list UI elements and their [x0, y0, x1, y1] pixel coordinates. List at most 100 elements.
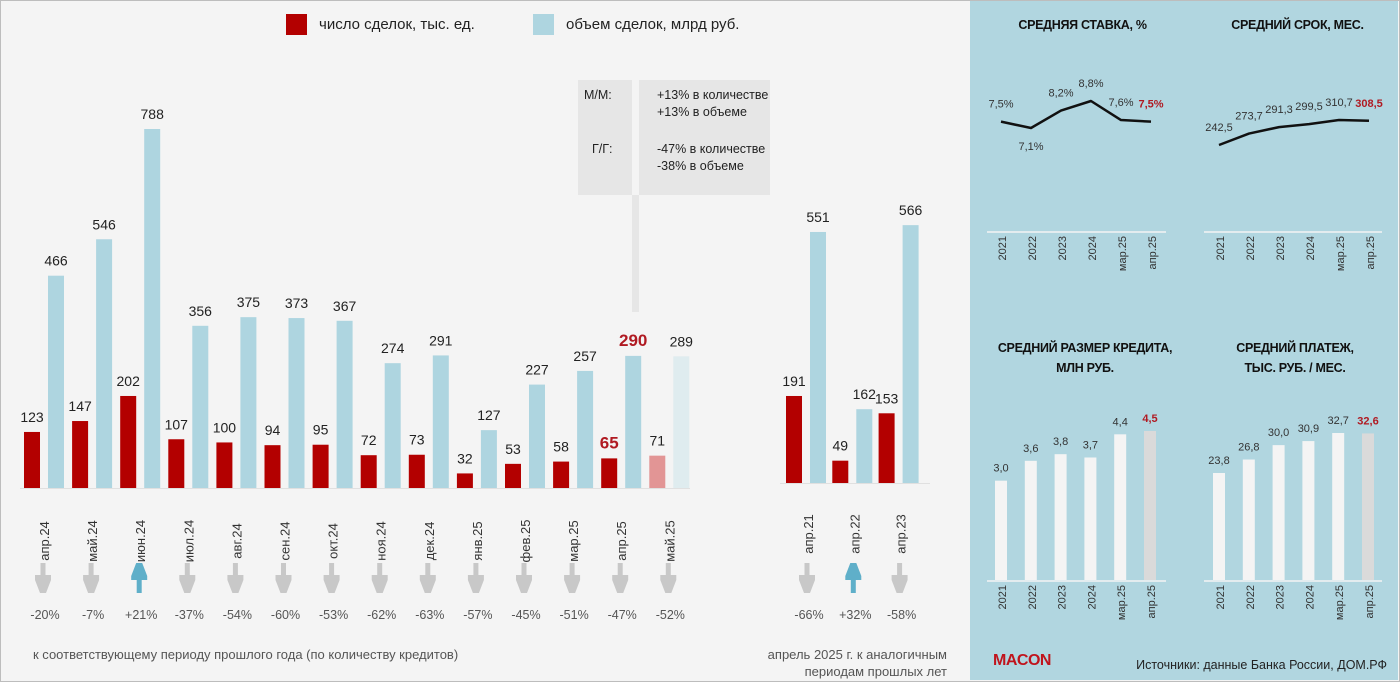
term-tick-label: 2021: [1215, 236, 1227, 260]
payment-value-label: 23,8: [1208, 455, 1229, 467]
count-value-label: 202: [117, 373, 141, 389]
month-tick-label: дек.24: [422, 522, 437, 561]
count-value-label: 53: [505, 441, 521, 457]
payment-value-label: 32,6: [1357, 415, 1378, 427]
callout-yy-line-2: -38% в объеме: [657, 159, 744, 173]
legend-item-volume: объем сделок, млрд руб.: [533, 14, 739, 35]
month-tick-label: июл.24: [181, 520, 196, 562]
yoy-change-label: -7%: [82, 608, 104, 622]
yoy-change-label: -45%: [511, 608, 540, 622]
count-bar: [786, 395, 802, 483]
arrow-down-icon: [891, 563, 908, 593]
count-bar: [120, 395, 137, 488]
volume-value-label: 291: [429, 332, 453, 348]
count-bar: [312, 444, 329, 488]
arrow-down-icon: [323, 563, 340, 593]
term-tick-label: мар.25: [1335, 236, 1347, 271]
term-tick-label: 2023: [1275, 236, 1287, 260]
footnote-april-line-1: апрель 2025 г. к аналогичным: [767, 647, 947, 662]
arrow-down-icon: [227, 563, 244, 593]
footnote-yoy: к соответствующему периоду прошлого года…: [33, 647, 459, 662]
callout-key-box: [578, 80, 632, 195]
volume-value-label: 290: [619, 331, 647, 350]
year-tick-label: апр.22: [847, 514, 862, 554]
count-bar: [649, 455, 666, 488]
count-bar: [456, 473, 473, 488]
payment-value-label: 30,0: [1268, 427, 1289, 439]
month-tick-label: сен.24: [278, 522, 293, 561]
volume-value-label: 546: [92, 216, 116, 232]
count-bar: [216, 442, 233, 488]
change-label: -58%: [887, 608, 916, 622]
count-value-label: 107: [165, 416, 189, 432]
legend-item-count: число сделок, тыс. ед.: [286, 14, 475, 35]
loan-size-value-label: 4,5: [1142, 413, 1157, 425]
volume-bar: [432, 355, 449, 488]
term-point-label: 299,5: [1295, 101, 1323, 113]
rate-tick-label: 2023: [1057, 236, 1069, 260]
month-tick-label: авг.24: [229, 523, 244, 558]
panel-title-loan-size-line-2: МЛН РУБ.: [1056, 361, 1114, 375]
volume-value-label: 127: [477, 407, 501, 423]
arrow-down-icon: [612, 563, 629, 593]
month-tick-label: мар.25: [566, 520, 581, 561]
term-point-label: 242,5: [1205, 122, 1233, 134]
volume-value-label: 466: [44, 253, 68, 269]
volume-value-label: 356: [189, 303, 213, 319]
count-bar: [878, 413, 895, 483]
yoy-change-label: -62%: [367, 608, 396, 622]
yoy-change-label: -51%: [560, 608, 589, 622]
callout-yy-line-1: -47% в количестве: [657, 142, 766, 156]
count-value-label: 123: [20, 409, 44, 425]
term-point-label: 273,7: [1235, 111, 1263, 123]
loan-size-bar: [1114, 434, 1127, 580]
loan-size-bar: [995, 480, 1007, 580]
count-value-label: 73: [409, 432, 425, 448]
arrow-down-icon: [83, 563, 100, 593]
macon-logo: MACON: [993, 652, 1051, 669]
volume-value-label: 566: [899, 202, 923, 218]
volume-value-label: 227: [525, 362, 549, 378]
payment-bar: [1242, 459, 1255, 580]
loan-size-tick-label: апр.25: [1146, 585, 1158, 618]
rate-tick-label: мар.25: [1117, 236, 1129, 271]
panel-title-payment-line-1: СРЕДНИЙ ПЛАТЕЖ,: [1236, 341, 1354, 355]
legend-label-count: число сделок, тыс. ед.: [319, 16, 475, 33]
yoy-change-label: -20%: [30, 608, 59, 622]
rate-point-label: 8,8%: [1078, 78, 1103, 90]
loan-size-bar: [1054, 454, 1067, 580]
volume-value-label: 375: [237, 294, 261, 310]
callout-value-box: [639, 80, 770, 195]
payment-value-label: 32,7: [1327, 415, 1348, 427]
count-bar: [601, 458, 618, 488]
count-bar: [505, 463, 521, 488]
volume-bar: [384, 363, 401, 488]
month-tick-label: май.25: [662, 520, 677, 562]
month-tick-label: июн.24: [133, 520, 148, 562]
change-label: -66%: [794, 608, 823, 622]
volume-value-label: 367: [333, 298, 357, 314]
loan-size-tick-label: 2024: [1086, 585, 1098, 609]
panel-title-rate: СРЕДНЯЯ СТАВКА, %: [1018, 18, 1147, 32]
term-point-label: 291,3: [1265, 104, 1293, 116]
yoy-change-label: -54%: [223, 608, 252, 622]
panel-title-loan-size: СРЕДНИЙ РАЗМЕР КРЕДИТА, МЛН РУБ.: [985, 338, 1185, 378]
count-bar: [168, 439, 185, 488]
loan-size-tick-label: мар.25: [1116, 585, 1128, 620]
sources-note: Источники: данные Банка России, ДОМ.РФ: [1136, 658, 1387, 672]
arrow-down-icon: [275, 563, 292, 593]
payment-tick-label: 2023: [1275, 585, 1287, 609]
volume-bar: [96, 239, 113, 488]
volume-bar: [625, 355, 642, 488]
loan-size-bar: [1024, 460, 1037, 580]
indicators-charts: 7,5% 7,1% 8,2% 8,8% 7,6% 7,5% 2021 2022 2023 2024…: [987, 78, 1383, 620]
volume-bar: [856, 409, 873, 483]
term-tick-label: апр.25: [1365, 236, 1377, 269]
volume-value-label: 373: [285, 295, 309, 311]
count-value-label: 49: [833, 438, 849, 454]
payment-tick-label: апр.25: [1364, 585, 1376, 618]
count-value-label: 191: [782, 373, 806, 389]
rate-point-label: 7,6%: [1108, 97, 1133, 109]
loan-size-bar: [1144, 431, 1156, 580]
count-value-label: 94: [265, 422, 281, 438]
